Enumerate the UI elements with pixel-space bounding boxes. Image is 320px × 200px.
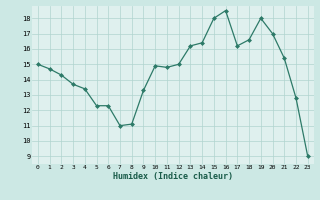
X-axis label: Humidex (Indice chaleur): Humidex (Indice chaleur) xyxy=(113,172,233,181)
